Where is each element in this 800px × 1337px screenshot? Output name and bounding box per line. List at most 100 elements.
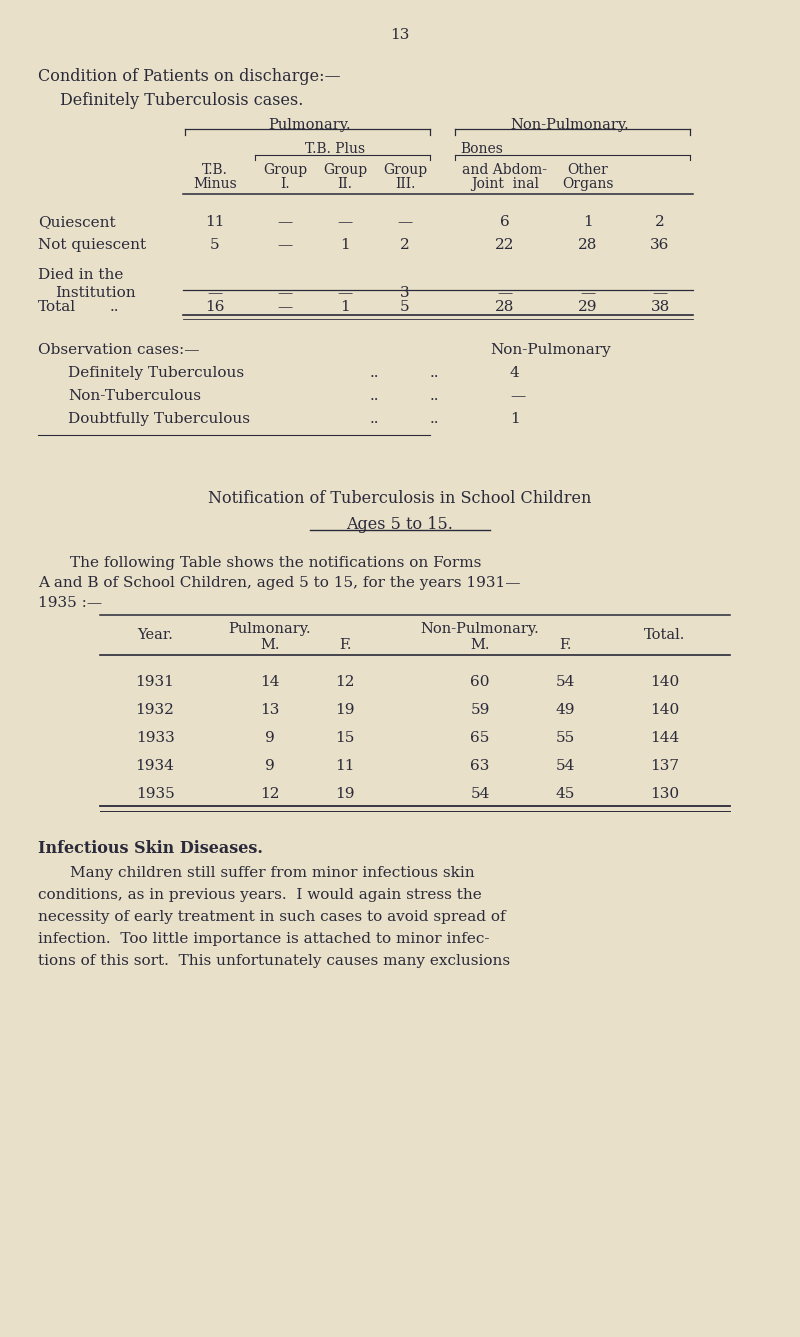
Text: 4: 4 [510, 366, 520, 380]
Text: 55: 55 [555, 731, 574, 745]
Text: Notification of Tuberculosis in School Children: Notification of Tuberculosis in School C… [208, 489, 592, 507]
Text: 2: 2 [400, 238, 410, 251]
Text: 1: 1 [510, 412, 520, 427]
Text: Non-Tuberculous: Non-Tuberculous [68, 389, 201, 402]
Text: 137: 137 [650, 759, 679, 773]
Text: 19: 19 [335, 787, 354, 801]
Text: II.: II. [338, 176, 353, 191]
Text: 1: 1 [340, 299, 350, 314]
Text: 19: 19 [335, 703, 354, 717]
Text: 3: 3 [400, 286, 410, 299]
Text: Condition of Patients on discharge:—: Condition of Patients on discharge:— [38, 68, 341, 86]
Text: —: — [580, 286, 596, 299]
Text: necessity of early treatment in such cases to avoid spread of: necessity of early treatment in such cas… [38, 910, 506, 924]
Text: 1934: 1934 [135, 759, 174, 773]
Text: 28: 28 [578, 238, 598, 251]
Text: 28: 28 [495, 299, 514, 314]
Text: 1931: 1931 [135, 675, 174, 689]
Text: Non-Pulmonary: Non-Pulmonary [490, 344, 610, 357]
Text: Pulmonary.: Pulmonary. [269, 118, 351, 132]
Text: ..: .. [430, 389, 439, 402]
Text: —: — [498, 286, 513, 299]
Text: Group: Group [383, 163, 427, 176]
Text: Total.: Total. [644, 628, 686, 642]
Text: ..: .. [430, 366, 439, 380]
Text: 6: 6 [500, 215, 510, 229]
Text: 54: 54 [555, 759, 574, 773]
Text: M.: M. [470, 638, 490, 652]
Text: 49: 49 [555, 703, 574, 717]
Text: T.B.: T.B. [202, 163, 228, 176]
Text: 38: 38 [650, 299, 670, 314]
Text: Non-Pulmonary.: Non-Pulmonary. [421, 622, 539, 636]
Text: 9: 9 [265, 759, 275, 773]
Text: Institution: Institution [55, 286, 136, 299]
Text: A and B of School Children, aged 5 to 15, for the years 1931—: A and B of School Children, aged 5 to 15… [38, 576, 521, 590]
Text: 15: 15 [335, 731, 354, 745]
Text: Bones: Bones [460, 142, 503, 156]
Text: ..: .. [430, 412, 439, 427]
Text: —: — [278, 286, 293, 299]
Text: Organs: Organs [562, 176, 614, 191]
Text: tions of this sort.  This unfortunately causes many exclusions: tions of this sort. This unfortunately c… [38, 955, 510, 968]
Text: 45: 45 [555, 787, 574, 801]
Text: 11: 11 [206, 215, 225, 229]
Text: 14: 14 [260, 675, 280, 689]
Text: —: — [338, 286, 353, 299]
Text: F.: F. [558, 638, 571, 652]
Text: Other: Other [568, 163, 608, 176]
Text: 22: 22 [495, 238, 514, 251]
Text: Died in the: Died in the [38, 267, 123, 282]
Text: Quiescent: Quiescent [38, 215, 116, 229]
Text: conditions, as in previous years.  I would again stress the: conditions, as in previous years. I woul… [38, 888, 482, 902]
Text: The following Table shows the notifications on Forms: The following Table shows the notificati… [70, 556, 482, 570]
Text: infection.  Too little importance is attached to minor infec-: infection. Too little importance is atta… [38, 932, 490, 947]
Text: Pulmonary.: Pulmonary. [229, 622, 311, 636]
Text: Joint  inal: Joint inal [471, 176, 539, 191]
Text: ..: .. [110, 299, 119, 314]
Text: Total: Total [38, 299, 76, 314]
Text: 5: 5 [400, 299, 410, 314]
Text: 1932: 1932 [135, 703, 174, 717]
Text: 29: 29 [578, 299, 598, 314]
Text: ..: .. [370, 389, 379, 402]
Text: Non-Pulmonary.: Non-Pulmonary. [510, 118, 630, 132]
Text: Year.: Year. [137, 628, 173, 642]
Text: 144: 144 [650, 731, 680, 745]
Text: 60: 60 [470, 675, 490, 689]
Text: Observation cases:—: Observation cases:— [38, 344, 199, 357]
Text: F.: F. [338, 638, 351, 652]
Text: 13: 13 [390, 28, 410, 41]
Text: Doubtfully Tuberculous: Doubtfully Tuberculous [68, 412, 250, 427]
Text: Not quiescent: Not quiescent [38, 238, 146, 251]
Text: —: — [338, 215, 353, 229]
Text: 140: 140 [650, 703, 680, 717]
Text: —: — [278, 238, 293, 251]
Text: 59: 59 [470, 703, 490, 717]
Text: —: — [510, 389, 526, 402]
Text: Definitely Tuberculous: Definitely Tuberculous [68, 366, 244, 380]
Text: Group: Group [263, 163, 307, 176]
Text: 1: 1 [340, 238, 350, 251]
Text: ..: .. [370, 366, 379, 380]
Text: 1935 :—: 1935 :— [38, 596, 102, 610]
Text: ..: .. [370, 412, 379, 427]
Text: —: — [207, 286, 222, 299]
Text: and Abdom-: and Abdom- [462, 163, 547, 176]
Text: —: — [278, 299, 293, 314]
Text: Ages 5 to 15.: Ages 5 to 15. [346, 516, 454, 533]
Text: 1: 1 [583, 215, 593, 229]
Text: Minus: Minus [193, 176, 237, 191]
Text: Definitely Tuberculosis cases.: Definitely Tuberculosis cases. [60, 92, 303, 110]
Text: 54: 54 [555, 675, 574, 689]
Text: 36: 36 [650, 238, 670, 251]
Text: Many children still suffer from minor infectious skin: Many children still suffer from minor in… [70, 866, 474, 880]
Text: 1933: 1933 [136, 731, 174, 745]
Text: 130: 130 [650, 787, 679, 801]
Text: 5: 5 [210, 238, 220, 251]
Text: 65: 65 [470, 731, 490, 745]
Text: 16: 16 [206, 299, 225, 314]
Text: Infectious Skin Diseases.: Infectious Skin Diseases. [38, 840, 263, 857]
Text: T.B. Plus: T.B. Plus [305, 142, 365, 156]
Text: —: — [398, 215, 413, 229]
